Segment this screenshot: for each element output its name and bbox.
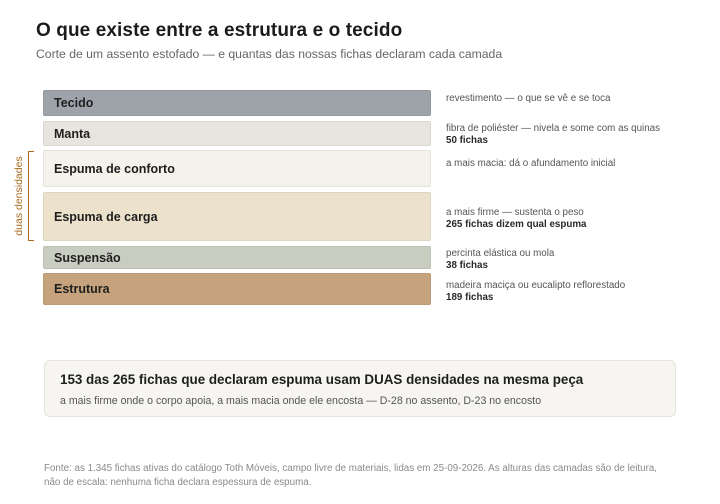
note-count: 50 fichas <box>446 135 488 146</box>
density-bracket-label: duas densidades <box>13 156 25 236</box>
note-count: 265 fichas dizem qual espuma <box>446 219 587 230</box>
density-bracket <box>28 151 34 241</box>
layer-note-espuma-conforto: a mais macia: dá o afundamento inicial <box>446 158 696 170</box>
page-title: O que existe entre a estrutura e o tecid… <box>36 20 403 41</box>
layer-note-suspensao: percinta elástica ou mola 38 fichas <box>446 248 696 272</box>
note-text: revestimento — o que se vê e se toca <box>446 93 611 104</box>
source-note: Fonte: as 1.345 fichas ativas do catálog… <box>44 463 657 488</box>
layer-tecido: Tecido <box>43 90 431 116</box>
callout-body: a mais firme onde o corpo apoia, a mais … <box>60 395 542 407</box>
layer-label: Estrutura <box>54 282 110 296</box>
note-count: 38 fichas <box>446 260 488 271</box>
layer-label: Suspensão <box>54 250 121 265</box>
layer-note-manta: fibra de poliéster — nivela e some com a… <box>446 123 696 147</box>
layer-label: Tecido <box>54 96 94 110</box>
note-text: a mais macia: dá o afundamento inicial <box>446 158 616 169</box>
layer-note-espuma-carga: a mais firme — sustenta o peso 265 ficha… <box>446 207 696 231</box>
note-text: percinta elástica ou mola <box>446 248 555 259</box>
callout-headline: 153 das 265 fichas que declaram espuma u… <box>60 372 584 387</box>
layer-espuma-carga: Espuma de carga <box>43 192 431 241</box>
note-count: 189 fichas <box>446 292 494 303</box>
layer-espuma-conforto: Espuma de conforto <box>43 150 431 187</box>
callout-box: 153 das 265 fichas que declaram espuma u… <box>44 360 676 417</box>
layer-note-tecido: revestimento — o que se vê e se toca <box>446 93 696 105</box>
layer-label: Manta <box>54 126 91 141</box>
layer-manta: Manta <box>43 121 431 146</box>
layer-label: Espuma de conforto <box>54 161 175 176</box>
layer-note-estrutura: madeira maciça ou eucalipto reflorestado… <box>446 280 696 304</box>
note-text: a mais firme — sustenta o peso <box>446 207 584 218</box>
note-text: fibra de poliéster — nivela e some com a… <box>446 123 661 134</box>
layer-label: Espuma de carga <box>54 209 158 224</box>
layer-estrutura: Estrutura <box>43 273 431 305</box>
note-text: madeira maciça ou eucalipto reflorestado <box>446 280 626 291</box>
layer-suspensao: Suspensão <box>43 246 431 269</box>
page-subtitle: Corte de um assento estofado — e quantas… <box>36 47 503 61</box>
